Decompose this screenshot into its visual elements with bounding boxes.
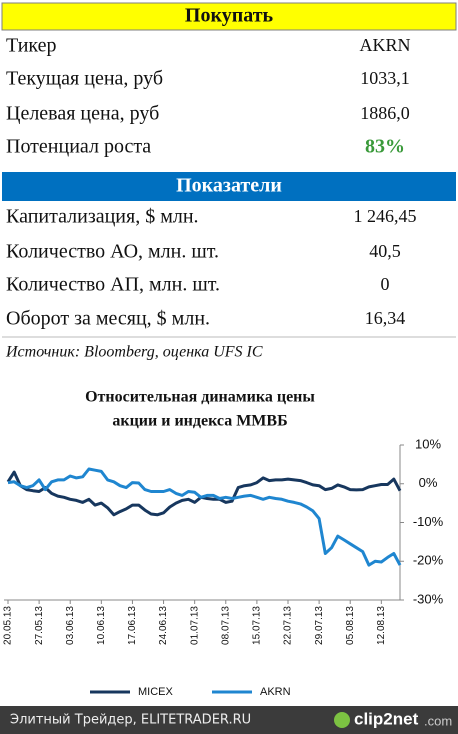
x-tick-label: 05.08.13 [345, 606, 356, 645]
indicators-title: Показатели [176, 175, 282, 197]
chart-title: Относительная динамика цены [85, 389, 315, 406]
row-label: Потенциал роста [6, 136, 151, 158]
row-value: 1886,0 [360, 103, 410, 123]
source-note: Источник: Bloomberg, оценка UFS IC [5, 344, 263, 361]
indicators-header [2, 172, 456, 201]
y-tick-label: -20% [413, 553, 444, 568]
x-tick-label: 01.07.13 [189, 606, 200, 645]
row-value: 16,34 [365, 308, 406, 328]
row-label: Капитализация, $ млн. [6, 206, 199, 228]
row-value: 0 [381, 274, 390, 294]
series-line [7, 467, 402, 567]
logo-suffix: .com [424, 713, 452, 728]
row-label: Количество АО, млн. шт. [6, 241, 219, 263]
row-label: Количество АП, млн. шт. [6, 274, 220, 296]
x-tick-label: 17.06.13 [127, 606, 138, 645]
chart-title: акции и индекса ММВБ [112, 413, 287, 430]
row-value: 40,5 [369, 241, 401, 261]
logo-icon [334, 712, 350, 728]
legend-label: MICEX [138, 686, 174, 698]
y-tick-label: -30% [413, 591, 444, 606]
row-label: Текущая цена, руб [6, 68, 163, 90]
x-tick-label: 10.06.13 [96, 606, 107, 645]
x-tick-label: 20.05.13 [3, 606, 14, 645]
row-label: Целевая цена, руб [6, 103, 159, 125]
x-tick-label: 12.08.13 [376, 606, 387, 645]
x-tick-label: 29.07.13 [314, 606, 325, 645]
x-tick-label: 03.06.13 [65, 606, 76, 645]
buy-title: Покупать [185, 5, 274, 27]
row-value: 1 246,45 [354, 206, 417, 226]
y-tick-label: 0% [419, 475, 438, 490]
x-tick-label: 27.05.13 [34, 606, 45, 645]
x-tick-label: 24.06.13 [158, 606, 169, 645]
footer-bar [0, 706, 458, 734]
row-value: AKRN [359, 35, 410, 55]
y-tick-label: 10% [415, 436, 441, 451]
row-label: Оборот за месяц, $ млн. [6, 308, 210, 330]
y-tick-label: -10% [413, 514, 444, 529]
row-label: Тикер [6, 35, 57, 57]
logo: clip2net [354, 709, 419, 728]
x-tick-label: 08.07.13 [220, 606, 231, 645]
chart: Относительная динамика цены акции и индек… [3, 389, 444, 698]
x-tick-label: 15.07.13 [252, 606, 263, 645]
legend-label: AKRN [260, 686, 291, 698]
row-value: 1033,1 [360, 68, 410, 88]
footer-text: Элитный Трейдер, ELITETRADER.RU [10, 713, 251, 728]
x-tick-label: 22.07.13 [283, 606, 294, 645]
buy-header [1, 2, 457, 31]
row-value: 83% [365, 136, 405, 158]
